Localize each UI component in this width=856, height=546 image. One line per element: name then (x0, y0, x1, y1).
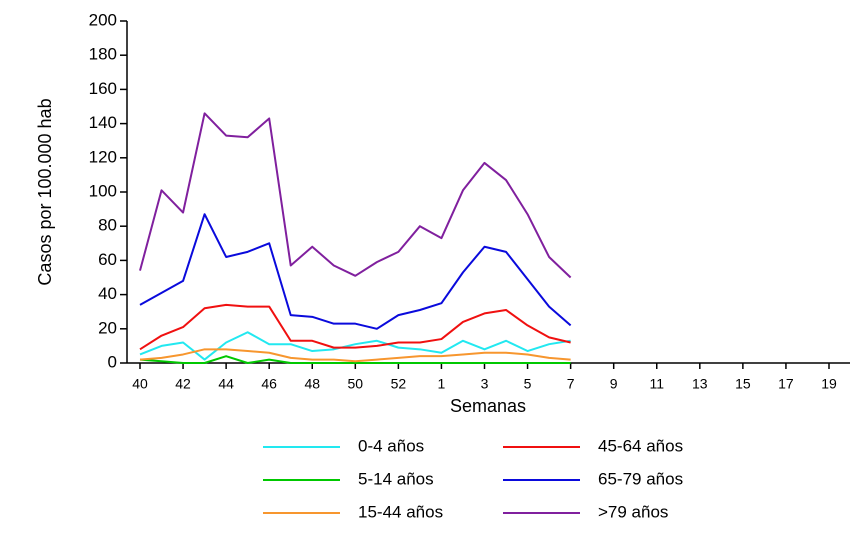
legend-label: 5-14 años (358, 469, 434, 488)
legend-label: 65-79 años (598, 469, 683, 488)
y-tick-label: 20 (98, 318, 117, 337)
x-tick-label: 15 (735, 376, 751, 392)
legend-label: 45-64 años (598, 436, 683, 455)
x-tick-label: 50 (348, 376, 364, 392)
x-axis-label: Semanas (450, 396, 526, 416)
y-tick-label: 60 (98, 250, 117, 269)
x-tick-label: 52 (391, 376, 407, 392)
x-tick-label: 40 (132, 376, 148, 392)
y-tick-label: 140 (89, 113, 117, 132)
y-tick-label: 180 (89, 45, 117, 64)
y-tick-label: 40 (98, 284, 117, 303)
legend-label: 15-44 años (358, 502, 443, 521)
x-tick-label: 7 (567, 376, 575, 392)
x-tick-label: 5 (524, 376, 532, 392)
data-line (139, 331, 571, 361)
data-line (139, 355, 571, 364)
y-tick-label: 80 (98, 216, 117, 235)
y-tick-label: 200 (89, 10, 117, 29)
x-tick-label: 48 (304, 376, 320, 392)
x-tick-label: 42 (175, 376, 191, 392)
data-line (139, 348, 571, 363)
data-line (139, 112, 572, 279)
x-tick-label: 11 (649, 376, 664, 392)
x-tick-label: 9 (610, 376, 618, 392)
legend-label: >79 años (598, 502, 668, 521)
legend-label: 0-4 años (358, 436, 424, 455)
y-tick-label: 100 (89, 181, 117, 200)
y-tick-label: 120 (89, 147, 117, 166)
y-tick-label: 0 (108, 352, 117, 371)
x-tick-label: 17 (778, 376, 794, 392)
data-line (139, 213, 572, 330)
x-tick-label: 1 (438, 376, 446, 392)
x-tick-label: 19 (821, 376, 837, 392)
y-tick-label: 160 (89, 79, 117, 98)
x-tick-label: 3 (481, 376, 489, 392)
x-tick-label: 44 (218, 376, 234, 392)
y-axis-label: Casos por 100.000 hab (35, 98, 55, 285)
x-tick-label: 46 (261, 376, 277, 392)
x-tick-label: 13 (692, 376, 708, 392)
data-line (139, 303, 571, 351)
